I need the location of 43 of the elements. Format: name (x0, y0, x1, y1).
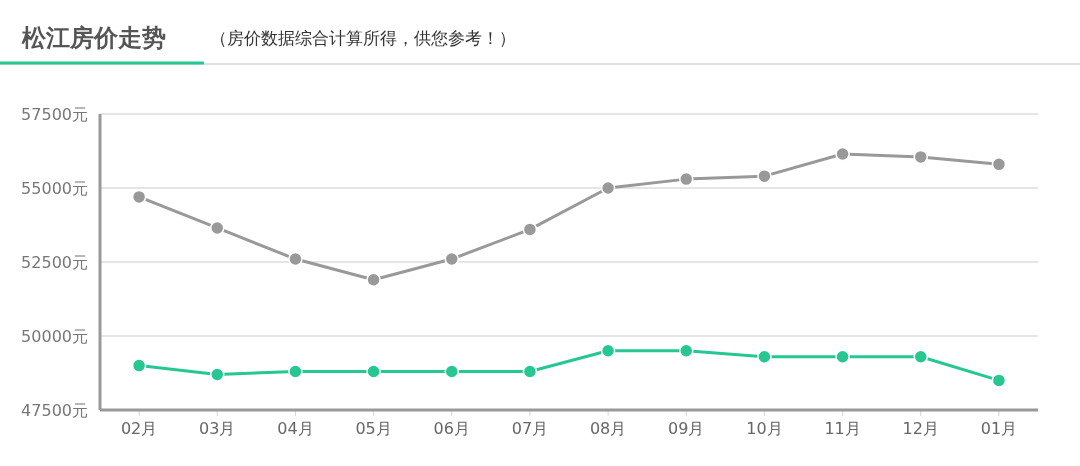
point (991, 373, 1007, 388)
x-tick-label: 03月 (199, 419, 236, 438)
y-tick-label: 50000元 (21, 327, 88, 346)
x-tick-label: 07月 (511, 419, 549, 438)
x-tick-label: 05月 (355, 419, 392, 438)
point (600, 343, 616, 359)
point (757, 349, 772, 364)
x-tick-label: 08月 (589, 419, 627, 438)
point (757, 168, 772, 184)
y-tick-label: 52500元 (21, 253, 88, 272)
x-tick-label: 11月 (824, 419, 861, 438)
x-tick-label: 10月 (746, 419, 783, 438)
point (679, 171, 694, 187)
point (600, 180, 616, 196)
y-tick-label: 57500元 (21, 105, 88, 124)
point (835, 349, 850, 364)
point (679, 343, 694, 359)
point (131, 358, 147, 373)
point (210, 367, 225, 382)
point (522, 364, 538, 379)
x-tick-label: 01月 (980, 419, 1018, 438)
point (288, 364, 303, 379)
chart-title: 松江房价走势 (21, 24, 166, 52)
point (366, 272, 381, 288)
y-tick-label: 47500元 (21, 401, 88, 420)
point (913, 349, 928, 364)
chart-subtitle: （房价数据综合计算所得，供您参考！） (210, 28, 516, 48)
point (913, 149, 928, 165)
x-tick-label: 09月 (668, 419, 705, 438)
x-tick-label: 06月 (433, 419, 470, 438)
point (444, 364, 459, 379)
point (210, 220, 225, 236)
point (522, 222, 538, 237)
point (288, 251, 303, 267)
x-tick-label: 02月 (120, 419, 158, 438)
x-tick-label: 04月 (277, 419, 314, 438)
x-tick-label: 12月 (902, 419, 939, 438)
point (835, 146, 850, 162)
point (366, 364, 381, 379)
point (991, 157, 1007, 172)
point (131, 189, 147, 205)
y-tick-label: 55000元 (21, 179, 88, 198)
point (444, 251, 459, 267)
